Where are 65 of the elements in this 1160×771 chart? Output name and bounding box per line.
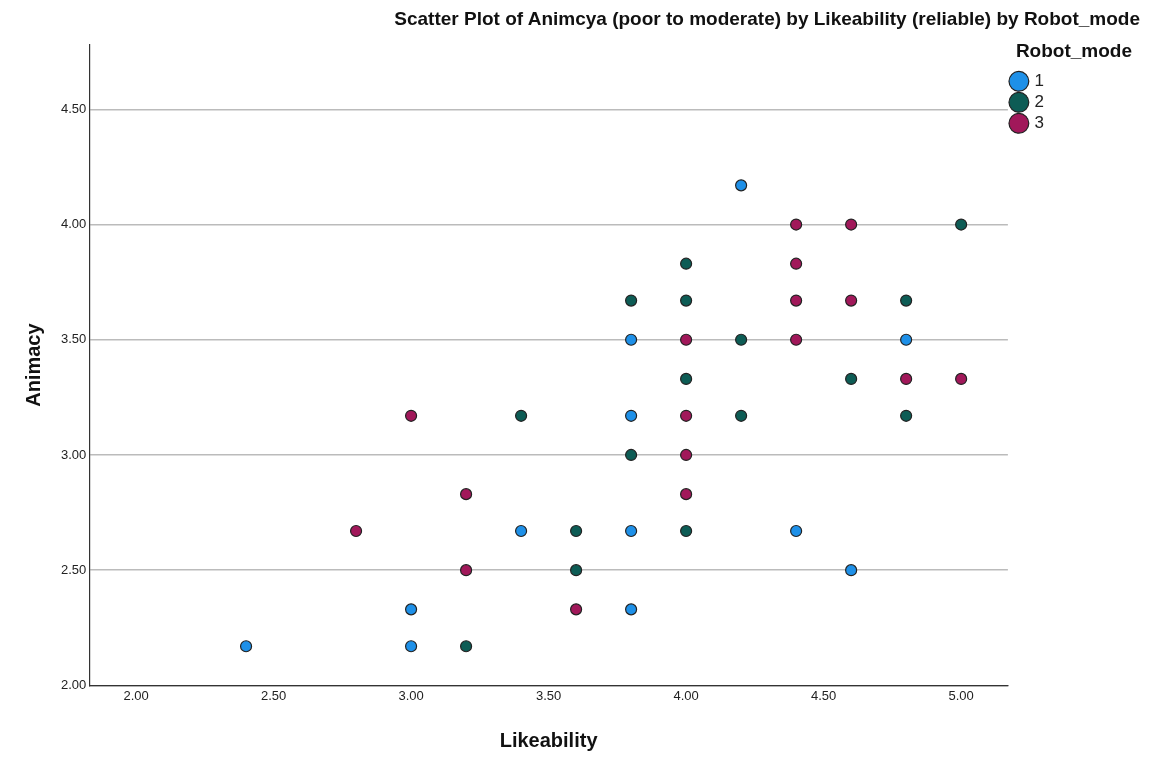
point	[900, 409, 913, 422]
point	[625, 409, 638, 422]
point	[570, 564, 583, 577]
point	[570, 524, 583, 538]
point	[680, 488, 693, 501]
legend-title: Robot_mode	[1015, 39, 1132, 61]
point	[404, 640, 418, 653]
point	[625, 448, 638, 462]
point	[625, 524, 638, 538]
point	[680, 409, 693, 422]
point	[900, 372, 913, 386]
point	[790, 524, 803, 538]
point	[239, 640, 253, 653]
x-tick-label: 5.00	[948, 687, 974, 703]
point	[570, 603, 583, 616]
point	[790, 257, 803, 270]
x-tick-label: 4.00	[673, 687, 699, 703]
point	[680, 257, 693, 270]
point	[625, 333, 638, 346]
y-tick-label: 4.50	[60, 100, 87, 116]
point	[845, 564, 858, 577]
y-tick-label: 4.00	[60, 216, 87, 232]
point	[349, 524, 363, 538]
legend-label: 3	[1034, 112, 1044, 132]
point	[790, 218, 803, 231]
point	[735, 179, 748, 192]
point	[459, 488, 473, 501]
y-tick-label: 2.00	[60, 676, 87, 692]
legend-label: 1	[1034, 70, 1044, 90]
y-tick-label: 3.00	[60, 446, 87, 462]
point	[680, 294, 693, 307]
y-tick-label: 2.50	[60, 561, 87, 577]
x-axis-title: Likeability	[499, 728, 599, 751]
point	[515, 524, 528, 538]
point	[790, 294, 803, 307]
point	[845, 218, 858, 231]
point	[459, 640, 473, 653]
chart-title: Scatter Plot of Animcya (poor to moderate) by Likeability (reliable) by Robot_mode	[394, 7, 1140, 29]
point	[900, 333, 913, 346]
point	[404, 409, 418, 422]
point	[735, 333, 748, 346]
x-tick-label: 2.00	[123, 687, 149, 703]
point	[515, 409, 528, 422]
point	[625, 294, 638, 307]
point	[955, 372, 968, 386]
point	[845, 294, 858, 307]
point	[404, 603, 418, 616]
point	[680, 448, 693, 462]
x-tick-label: 2.50	[260, 687, 287, 703]
point	[680, 372, 693, 386]
point	[790, 333, 803, 346]
point	[680, 524, 693, 538]
point	[955, 218, 968, 231]
x-tick-label: 4.50	[810, 687, 837, 703]
point	[680, 333, 693, 346]
point	[625, 603, 638, 616]
point	[459, 564, 473, 577]
y-axis-title: Animacy	[21, 322, 44, 407]
x-tick-label: 3.50	[535, 687, 562, 703]
x-tick-label: 3.00	[398, 687, 424, 703]
y-tick-label: 3.50	[60, 331, 87, 347]
point	[735, 409, 748, 422]
point	[900, 294, 913, 307]
point	[845, 372, 858, 386]
legend-label: 2	[1034, 91, 1044, 111]
